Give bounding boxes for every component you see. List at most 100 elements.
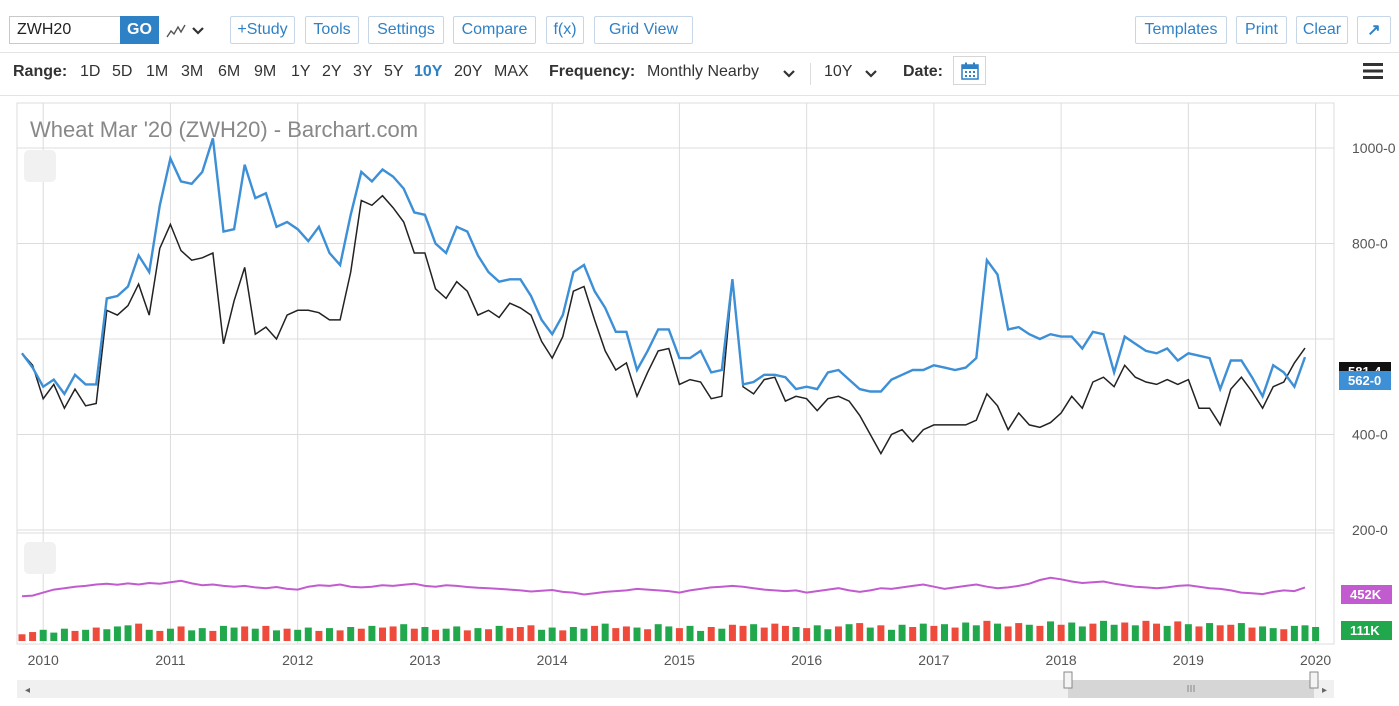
compare-button[interactable]: Compare (453, 16, 536, 44)
volume-bar (495, 625, 503, 641)
range-3m[interactable]: 3M (181, 63, 204, 80)
volume-bar (1280, 629, 1288, 641)
volume-bar (145, 629, 153, 641)
volume-bar (379, 627, 387, 641)
volume-bar (39, 629, 47, 641)
volume-bar (453, 626, 461, 641)
y-tick-label: 200-0 (1352, 522, 1388, 538)
range-max[interactable]: MAX (494, 63, 529, 80)
volume-bar (485, 629, 493, 641)
volume-bar (92, 627, 100, 641)
volume-bar (474, 628, 482, 641)
volume-panel-control-button[interactable] (24, 542, 56, 574)
x-tick-label: 2018 (1046, 652, 1077, 668)
volume-bar (1089, 623, 1097, 641)
volume-bar (1121, 622, 1129, 641)
x-tick-label: 2011 (155, 652, 185, 668)
range-3y[interactable]: 3Y (353, 63, 373, 80)
calendar-button[interactable] (953, 56, 986, 85)
volume-bar (1216, 625, 1224, 641)
hamburger-menu-icon[interactable] (1363, 62, 1385, 80)
range-9m[interactable]: 9M (254, 63, 277, 80)
frequency-dropdown[interactable]: Monthly Nearby (647, 63, 760, 80)
volume-bar (1025, 624, 1033, 641)
range-10y[interactable]: 10Y (414, 63, 443, 80)
chevron-down-icon[interactable] (782, 69, 796, 79)
templates-button[interactable]: Templates (1135, 16, 1227, 44)
volume-bar (771, 623, 779, 641)
scroll-right-icon[interactable]: ▸ (1322, 685, 1327, 696)
volume-bar (516, 627, 524, 641)
volume-bar (994, 623, 1002, 641)
chart-type-dropdown[interactable] (166, 18, 204, 44)
date-label: Date: (903, 63, 944, 80)
volume-bar (1068, 622, 1076, 641)
study-button[interactable]: +Study (230, 16, 295, 44)
volume-bar (1206, 623, 1214, 641)
navigator-track[interactable] (17, 680, 1334, 698)
x-tick-label: 2017 (918, 652, 949, 668)
volume-bar (845, 624, 853, 641)
symbol-input[interactable] (9, 16, 120, 44)
volume-bar (940, 624, 948, 641)
volume-bar (909, 627, 917, 641)
go-button[interactable]: GO (120, 16, 159, 44)
settings-button[interactable]: Settings (368, 16, 444, 44)
range-5y[interactable]: 5Y (384, 63, 404, 80)
panel-control-button[interactable] (24, 150, 56, 182)
clear-button[interactable]: Clear (1296, 16, 1348, 44)
range-1d[interactable]: 1D (80, 63, 101, 80)
x-tick-label: 2016 (791, 652, 822, 668)
volume-bar (824, 629, 832, 641)
volume-bar (654, 624, 662, 641)
range-1m[interactable]: 1M (146, 63, 169, 80)
volume-bar (219, 625, 227, 641)
x-tick-label: 2015 (664, 652, 695, 668)
range-5d[interactable]: 5D (112, 63, 133, 80)
volume-bar (633, 627, 641, 641)
period-dropdown[interactable]: 10Y (824, 63, 853, 80)
expand-icon[interactable]: ↗ (1357, 16, 1391, 44)
range-bar: Range: 1D 5D 1M 3M 6M 9M 1Y 2Y 3Y 5Y 10Y… (0, 53, 1399, 96)
x-tick-label: 2010 (28, 652, 59, 668)
volume-bar (1078, 626, 1086, 641)
volume-bar (82, 629, 90, 641)
volume-bar (262, 625, 270, 641)
volume-bar (877, 625, 885, 641)
tools-button[interactable]: Tools (305, 16, 359, 44)
volume-bar (336, 630, 344, 641)
range-2y[interactable]: 2Y (322, 63, 342, 80)
volume-bar (665, 626, 673, 641)
navigator-left-handle[interactable] (1063, 671, 1073, 689)
volume-bar (421, 627, 429, 641)
navigator-right-handle[interactable] (1309, 671, 1319, 689)
line-chart-icon (166, 24, 186, 38)
volume-bar (294, 629, 302, 641)
volume-bar (803, 628, 811, 641)
scroll-left-icon[interactable]: ◂ (25, 685, 30, 696)
volume-bar (1195, 626, 1203, 641)
volume-bar (283, 628, 291, 641)
range-20y[interactable]: 20Y (454, 63, 483, 80)
volume-bar (760, 627, 768, 641)
volume-bar (898, 624, 906, 641)
function-button[interactable]: f(x) (546, 16, 584, 44)
range-1y[interactable]: 1Y (291, 63, 311, 80)
divider (810, 63, 811, 85)
volume-bar (1237, 623, 1245, 641)
grid-view-button[interactable]: Grid View (594, 16, 693, 44)
y-tick-label: 800-0 (1352, 235, 1388, 251)
volume-bar (506, 628, 514, 641)
range-6m[interactable]: 6M (218, 63, 241, 80)
volume-bar (1142, 620, 1150, 641)
volume-bar (432, 629, 440, 641)
volume-bar (71, 630, 79, 641)
print-button[interactable]: Print (1236, 16, 1287, 44)
volume-bar (983, 620, 991, 641)
volume-bar (1153, 623, 1161, 641)
volume-bar (177, 626, 185, 641)
y-axis-labels: 200-0 400-0 800-0 1000-0 (1352, 140, 1396, 538)
volume-bar (1004, 626, 1012, 641)
chevron-down-icon[interactable] (864, 69, 878, 79)
